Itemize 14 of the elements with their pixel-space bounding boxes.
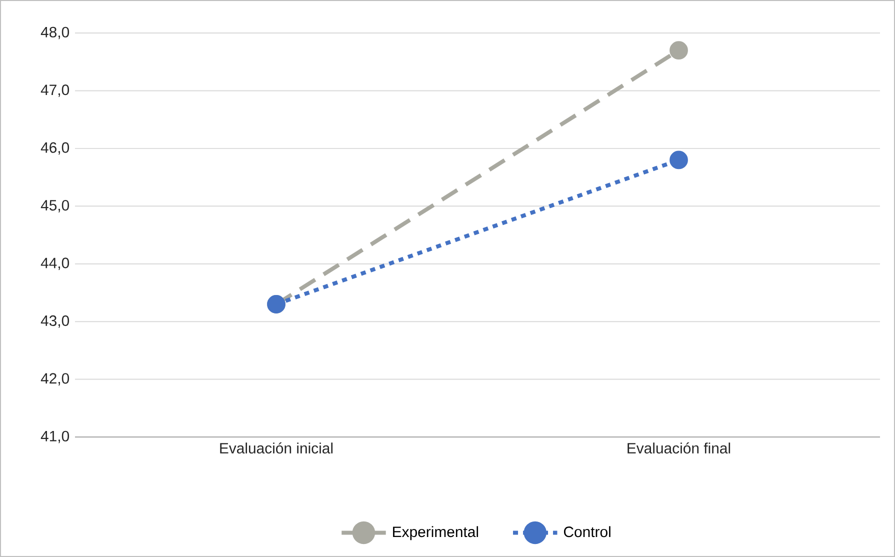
legend-label: Experimental (393, 526, 478, 540)
y-tick-label: 42,0 (40, 373, 70, 386)
y-tick-label: 46,0 (40, 142, 70, 155)
x-tick-label: Evaluación inicial (220, 442, 333, 454)
y-tick-label: 43,0 (40, 315, 70, 328)
point (670, 41, 688, 60)
y-tick-label: 45,0 (40, 200, 70, 212)
y-tick-label: 47,0 (40, 84, 70, 97)
y-tick-label: 48,0 (40, 26, 70, 40)
legend-label: Control (564, 526, 610, 538)
y-tick-label: 44,0 (40, 258, 70, 270)
point (670, 150, 688, 170)
y-tick-label: 41,0 (40, 430, 70, 444)
x-tick-label: Evaluación final (628, 442, 730, 454)
